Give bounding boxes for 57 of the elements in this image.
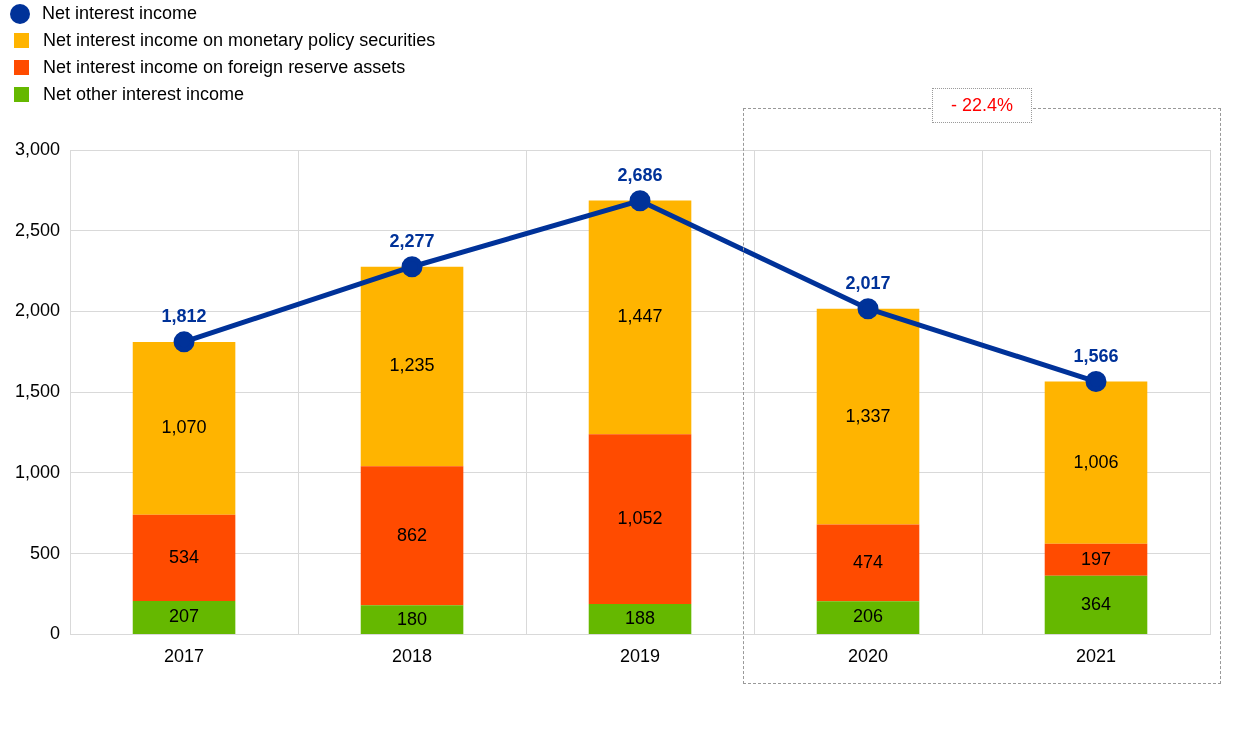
data-label: 2,686 bbox=[617, 164, 663, 185]
bar bbox=[1044, 543, 1148, 576]
point bbox=[173, 331, 195, 353]
bar bbox=[588, 604, 692, 634]
x-tick-label: 2021 bbox=[1075, 646, 1117, 667]
point bbox=[857, 298, 879, 320]
data-label: 1,447 bbox=[617, 306, 663, 327]
bar bbox=[360, 266, 464, 467]
data-label: 1,235 bbox=[389, 355, 435, 376]
y-tick-label: 0 bbox=[50, 623, 61, 644]
legend-label: Net interest income bbox=[42, 3, 198, 24]
data-label: 197 bbox=[1080, 548, 1112, 569]
bar bbox=[132, 600, 236, 634]
point bbox=[401, 256, 423, 278]
y-tick-label: 3,000 bbox=[15, 138, 61, 159]
data-label: 1,052 bbox=[617, 508, 663, 529]
bar bbox=[816, 601, 920, 634]
text: - 22.4% bbox=[931, 88, 1033, 123]
bar bbox=[132, 514, 236, 601]
data-label: 1,337 bbox=[845, 405, 891, 426]
y-tick-label: 1,000 bbox=[15, 461, 61, 482]
x-tick-label: 2018 bbox=[392, 646, 433, 667]
bar bbox=[360, 466, 464, 606]
data-label: 1,006 bbox=[1073, 451, 1119, 472]
point bbox=[629, 190, 651, 212]
legend-label: Net interest income on foreign reserve assets bbox=[43, 57, 406, 78]
bar bbox=[816, 308, 920, 525]
y-tick-label: 1,500 bbox=[15, 381, 61, 402]
data-label: 180 bbox=[397, 608, 428, 629]
data-label: 207 bbox=[169, 606, 200, 627]
y-tick-label: 2,500 bbox=[15, 219, 61, 240]
data-label: 1,812 bbox=[161, 305, 207, 326]
x-tick-label: 2017 bbox=[164, 646, 205, 667]
bar bbox=[816, 524, 920, 602]
data-label: 534 bbox=[169, 546, 200, 567]
x-tick-label: 2019 bbox=[620, 646, 661, 667]
data-label: 1,070 bbox=[161, 417, 207, 438]
legend-label: Net interest income on monetary policy securities bbox=[43, 30, 436, 51]
data-label: 474 bbox=[852, 551, 884, 572]
legend-label: Net other interest income bbox=[43, 84, 245, 105]
data-label: 2,017 bbox=[845, 272, 891, 293]
data-label: 2,277 bbox=[389, 230, 435, 251]
y-tick-label: 500 bbox=[30, 542, 61, 563]
bar bbox=[588, 434, 692, 605]
data-label: 364 bbox=[1080, 593, 1112, 614]
data-label: 862 bbox=[397, 524, 428, 545]
bar bbox=[1044, 575, 1148, 634]
data-label: 188 bbox=[625, 607, 656, 628]
point bbox=[1085, 371, 1107, 393]
bar bbox=[1044, 381, 1148, 544]
y-tick-label: 2,000 bbox=[15, 300, 61, 321]
bar bbox=[132, 341, 236, 515]
data-label: 1,566 bbox=[1073, 345, 1119, 366]
data-label: 206 bbox=[852, 606, 884, 627]
x-tick-label: 2020 bbox=[847, 646, 889, 667]
bar bbox=[360, 605, 464, 634]
bar bbox=[588, 200, 692, 435]
